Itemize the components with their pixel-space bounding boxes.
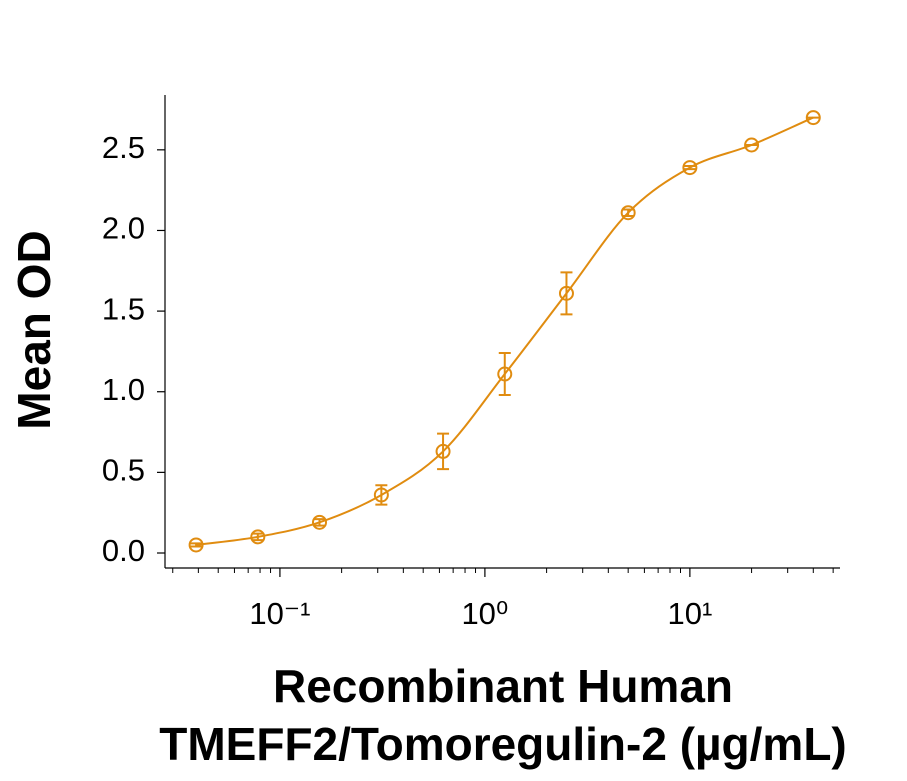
error-bar	[190, 542, 203, 548]
error-bar	[683, 164, 696, 171]
point	[312, 514, 328, 530]
y-tick-label: 1.5	[102, 291, 145, 326]
error-bar	[437, 432, 450, 471]
error-bar	[560, 271, 573, 316]
error-bar	[251, 532, 264, 542]
point	[620, 205, 636, 221]
y-tick-label: 0.5	[102, 453, 145, 488]
x-axis-label: TMEFF2/Tomoregulin-2 (µg/mL)	[159, 718, 846, 770]
error-bar	[498, 352, 511, 396]
y-tick-label: 2.5	[102, 130, 145, 165]
point	[682, 160, 698, 176]
point	[744, 137, 760, 153]
y-tick-label: 2.0	[102, 211, 145, 246]
point	[497, 366, 513, 382]
y-tick-label: 1.0	[102, 372, 145, 407]
y-tick-label: 0.0	[102, 533, 145, 568]
y-axis-label: Mean OD	[8, 230, 60, 429]
point	[435, 443, 451, 459]
point	[188, 537, 204, 553]
x-tick-label: 10⁰	[461, 596, 508, 631]
fit-curve	[195, 116, 814, 546]
error-bar	[622, 208, 635, 217]
error-bar	[313, 518, 326, 527]
x-axis-label: Recombinant Human	[273, 660, 733, 712]
point	[250, 529, 266, 545]
x-tick-label: 10¹	[667, 596, 712, 631]
point	[805, 110, 821, 126]
point	[373, 487, 389, 503]
x-tick-label: 10⁻¹	[249, 596, 310, 631]
point	[558, 285, 574, 301]
